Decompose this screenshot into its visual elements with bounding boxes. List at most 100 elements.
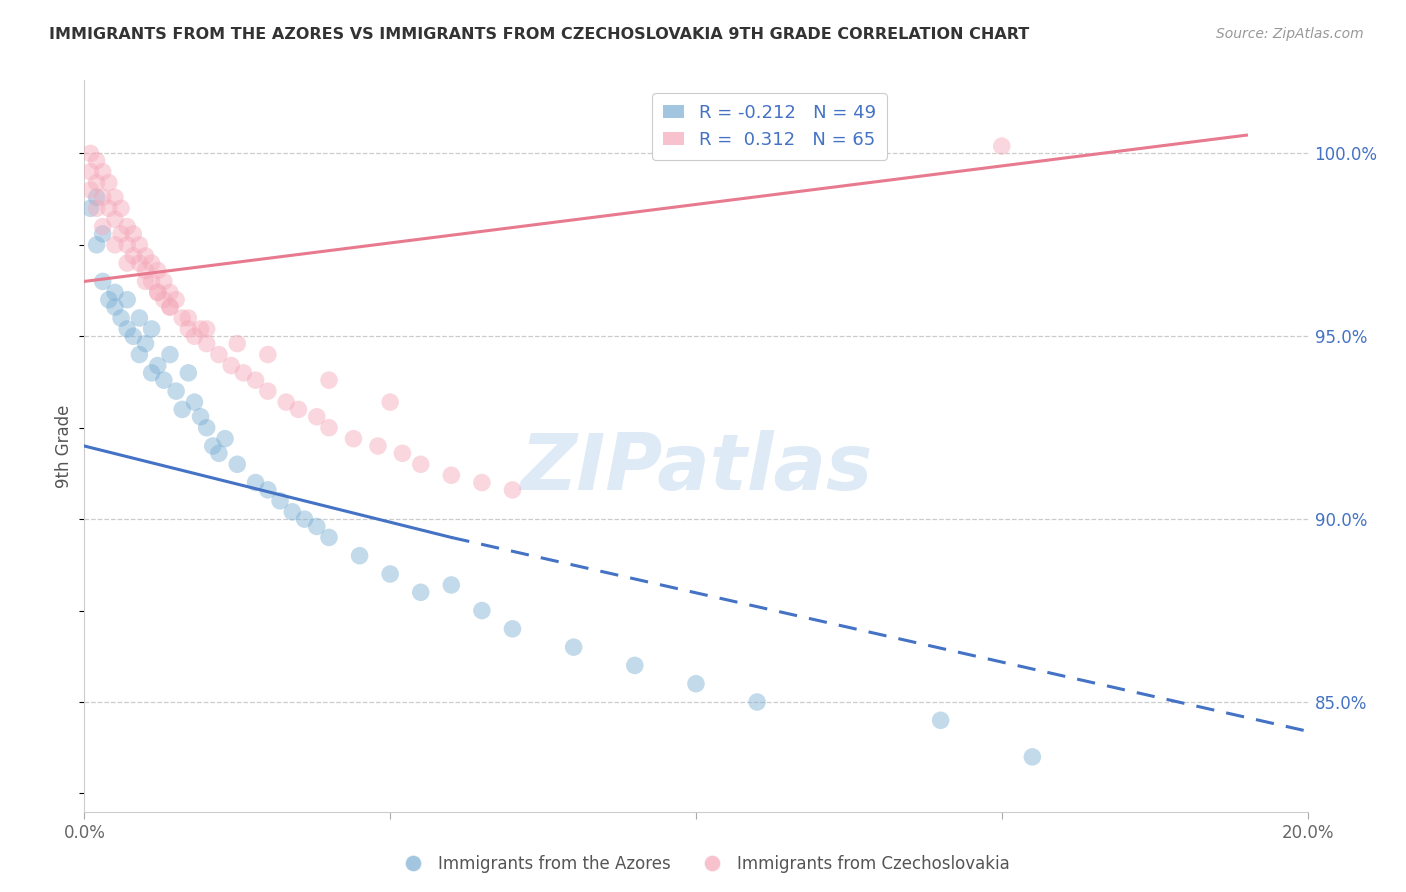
- Point: [172, 402, 194, 417]
- Point: [141, 275, 163, 289]
- Text: ZIPatlas: ZIPatlas: [520, 430, 872, 506]
- Point: [104, 285, 127, 300]
- Point: [287, 402, 309, 417]
- Point: [226, 458, 249, 472]
- Point: [104, 190, 127, 204]
- Point: [747, 695, 769, 709]
- Point: [135, 249, 157, 263]
- Point: [349, 549, 371, 563]
- Point: [146, 359, 169, 373]
- Point: [624, 658, 647, 673]
- Point: [257, 483, 280, 497]
- Point: [153, 293, 176, 307]
- Point: [208, 446, 231, 460]
- Point: [342, 432, 364, 446]
- Legend: R = -0.212   N = 49, R =  0.312   N = 65: R = -0.212 N = 49, R = 0.312 N = 65: [652, 93, 887, 160]
- Point: [91, 275, 114, 289]
- Point: [135, 275, 157, 289]
- Point: [929, 714, 952, 728]
- Point: [146, 285, 169, 300]
- Point: [153, 373, 176, 387]
- Point: [201, 439, 224, 453]
- Point: [86, 153, 108, 168]
- Point: [177, 366, 200, 380]
- Point: [195, 421, 218, 435]
- Point: [391, 446, 413, 460]
- Point: [128, 256, 150, 270]
- Point: [502, 483, 524, 497]
- Point: [91, 227, 114, 241]
- Point: [318, 531, 340, 545]
- Point: [195, 336, 218, 351]
- Point: [86, 202, 108, 216]
- Point: [502, 622, 524, 636]
- Point: [305, 409, 328, 424]
- Point: [226, 336, 249, 351]
- Point: [195, 322, 218, 336]
- Point: [214, 432, 236, 446]
- Point: [104, 212, 127, 227]
- Point: [257, 348, 280, 362]
- Point: [183, 395, 205, 409]
- Point: [141, 366, 163, 380]
- Point: [86, 176, 108, 190]
- Point: [97, 176, 120, 190]
- Point: [294, 512, 316, 526]
- Point: [159, 300, 181, 314]
- Point: [115, 238, 138, 252]
- Point: [165, 384, 187, 399]
- Point: [122, 329, 145, 343]
- Point: [471, 475, 494, 490]
- Point: [281, 505, 304, 519]
- Point: [318, 421, 340, 435]
- Point: [380, 395, 402, 409]
- Point: [159, 300, 181, 314]
- Point: [183, 329, 205, 343]
- Point: [104, 300, 127, 314]
- Point: [685, 677, 707, 691]
- Point: [122, 227, 145, 241]
- Point: [159, 348, 181, 362]
- Point: [79, 146, 101, 161]
- Point: [110, 227, 132, 241]
- Point: [190, 322, 212, 336]
- Point: [440, 578, 463, 592]
- Point: [135, 263, 157, 277]
- Point: [86, 238, 108, 252]
- Point: [86, 190, 108, 204]
- Point: [367, 439, 389, 453]
- Point: [141, 322, 163, 336]
- Point: [128, 348, 150, 362]
- Point: [79, 183, 101, 197]
- Point: [991, 139, 1014, 153]
- Point: [1021, 750, 1043, 764]
- Point: [153, 275, 176, 289]
- Point: [110, 202, 132, 216]
- Point: [122, 249, 145, 263]
- Point: [115, 293, 138, 307]
- Point: [245, 475, 267, 490]
- Point: [318, 373, 340, 387]
- Point: [409, 458, 432, 472]
- Point: [276, 395, 298, 409]
- Point: [305, 519, 328, 533]
- Point: [190, 409, 212, 424]
- Point: [208, 348, 231, 362]
- Point: [115, 322, 138, 336]
- Point: [91, 190, 114, 204]
- Point: [440, 468, 463, 483]
- Point: [409, 585, 432, 599]
- Point: [177, 322, 200, 336]
- Point: [562, 640, 585, 655]
- Point: [245, 373, 267, 387]
- Text: IMMIGRANTS FROM THE AZORES VS IMMIGRANTS FROM CZECHOSLOVAKIA 9TH GRADE CORRELATI: IMMIGRANTS FROM THE AZORES VS IMMIGRANTS…: [49, 27, 1029, 42]
- Point: [135, 336, 157, 351]
- Point: [141, 256, 163, 270]
- Point: [159, 285, 181, 300]
- Point: [97, 293, 120, 307]
- Point: [172, 311, 194, 326]
- Point: [79, 165, 101, 179]
- Point: [165, 293, 187, 307]
- Point: [128, 238, 150, 252]
- Point: [269, 494, 291, 508]
